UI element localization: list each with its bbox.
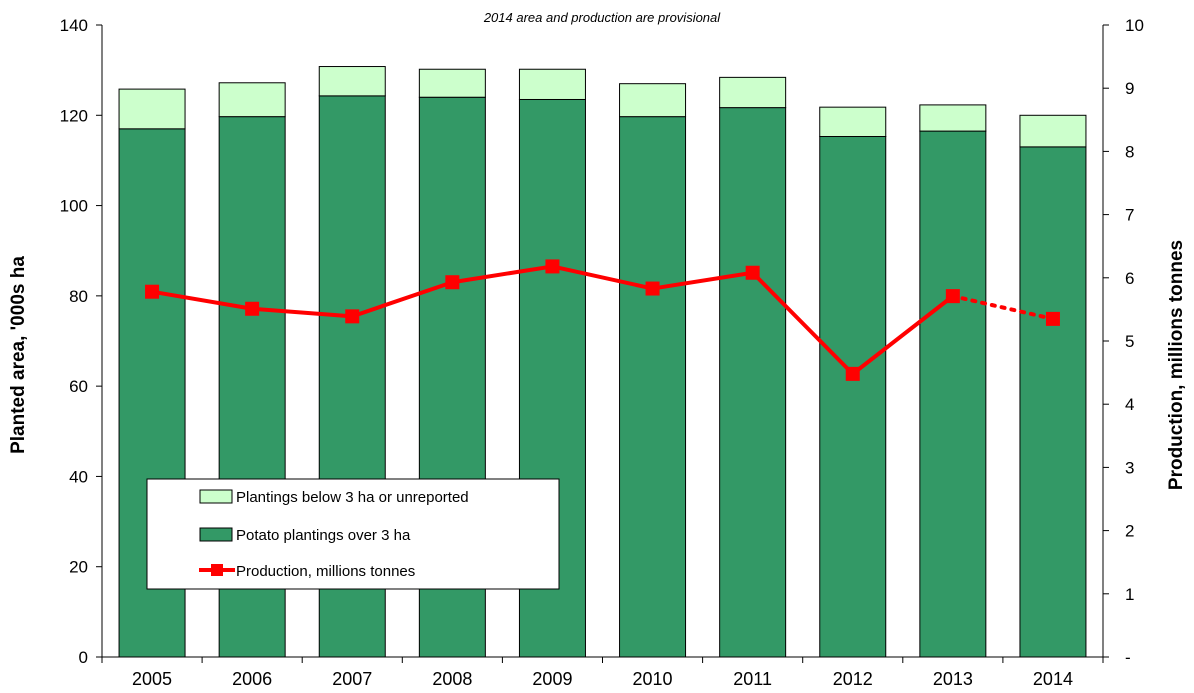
- x-tick-label-2005: 2005: [132, 669, 172, 688]
- bar-below-3ha-2008: [418, 68, 486, 98]
- x-tick-label-2007: 2007: [332, 669, 372, 688]
- bar-below-3ha-2013: [919, 104, 987, 132]
- y-left-tick-label: 140: [60, 16, 88, 35]
- production-segment: [350, 280, 455, 319]
- x-tick-label-2011: 2011: [733, 669, 772, 688]
- bar-over-3ha-2013: [919, 130, 987, 658]
- production-line-layer: [145, 259, 1060, 381]
- production-point-2005: [145, 284, 160, 299]
- legend-swatch-production-marker: [211, 564, 223, 576]
- y-right-tick-label: 10: [1125, 16, 1144, 35]
- y-left-tick-label: 60: [69, 377, 88, 396]
- y-right-tick-label: 8: [1125, 142, 1134, 161]
- y-left-tick-label: 20: [69, 558, 88, 577]
- y-right-tick-label: 5: [1125, 332, 1134, 351]
- y-right-tick-label: -: [1125, 648, 1131, 667]
- y-left-tick-label: 100: [60, 197, 88, 216]
- production-segment: [450, 264, 555, 285]
- y-left-tick-label: 0: [79, 648, 88, 667]
- bar-below-3ha-2007: [318, 66, 386, 97]
- bar-below-3ha-2012: [819, 106, 887, 138]
- y-axis-left-label: Planted area, '000s ha: [8, 256, 29, 454]
- x-tick-label-2012: 2012: [833, 669, 873, 688]
- y-right-tick-label: 1: [1125, 585, 1134, 604]
- bar-below-3ha-2010: [619, 83, 687, 118]
- legend-swatch-below-3ha: [199, 489, 233, 504]
- legend: Plantings below 3 ha or unreported Potat…: [146, 478, 560, 590]
- bar-over-3ha-2011: [719, 107, 787, 658]
- bar-below-3ha-2005: [118, 88, 186, 130]
- y-left-tick-label: 40: [69, 467, 88, 486]
- production-point-2007: [345, 309, 360, 324]
- axes-layer: 0 20 40 60 80 100 120 140 - 1 2 3 4 5 6 7 8 9 10 2005 2006 20…: [60, 16, 1144, 689]
- y-right-tick-label: 3: [1125, 458, 1134, 477]
- production-segment: [150, 289, 255, 311]
- x-tick-label-2009: 2009: [532, 669, 572, 688]
- production-point-2014: [1045, 311, 1060, 326]
- production-segment-provisional: [950, 294, 1055, 321]
- production-point-2009: [545, 259, 560, 274]
- production-point-2012: [845, 366, 860, 381]
- production-segment: [250, 306, 355, 319]
- bar-over-3ha-2014: [1019, 146, 1087, 658]
- chart-subtitle: 2014 area and production are provisional: [483, 10, 721, 25]
- bar-over-3ha-2012: [819, 136, 887, 658]
- bar-below-3ha-2014: [1019, 114, 1087, 148]
- production-segment: [750, 270, 855, 376]
- legend-label-over-3ha: Potato plantings over 3 ha: [236, 527, 411, 544]
- x-tick-label-2013: 2013: [933, 669, 973, 688]
- bar-below-3ha-2011: [719, 76, 787, 109]
- bar-over-3ha-2010: [619, 116, 687, 658]
- production-point-2008: [445, 275, 460, 290]
- y-right-tick-label: 6: [1125, 269, 1134, 288]
- production-segment: [850, 294, 955, 376]
- legend-label-production: Production, millions tonnes: [236, 563, 415, 580]
- y-left-tick-label: 120: [60, 106, 88, 125]
- production-point-2010: [645, 281, 660, 296]
- y-right-tick-label: 2: [1125, 522, 1134, 541]
- production-point-2006: [245, 301, 260, 316]
- legend-swatch-over-3ha: [199, 527, 233, 542]
- x-tick-label-2006: 2006: [232, 669, 272, 688]
- legend-label-below-3ha: Plantings below 3 ha or unreported: [236, 489, 469, 506]
- y-left-tick-label: 80: [69, 287, 88, 306]
- x-tick-label-2014: 2014: [1033, 669, 1073, 688]
- production-segment: [550, 264, 655, 291]
- y-right-tick-label: 7: [1125, 206, 1134, 225]
- y-right-tick-label: 4: [1125, 395, 1134, 414]
- x-tick-label-2008: 2008: [432, 669, 472, 688]
- production-point-2013: [945, 289, 960, 304]
- bar-below-3ha-2009: [518, 68, 586, 100]
- bar-below-3ha-2006: [218, 82, 286, 118]
- y-right-tick-label: 9: [1125, 79, 1134, 98]
- x-tick-label-2010: 2010: [633, 669, 673, 688]
- y-axis-right-label: Production, millions tonnes: [1166, 240, 1187, 490]
- production-segment: [650, 270, 755, 291]
- production-point-2011: [745, 265, 760, 280]
